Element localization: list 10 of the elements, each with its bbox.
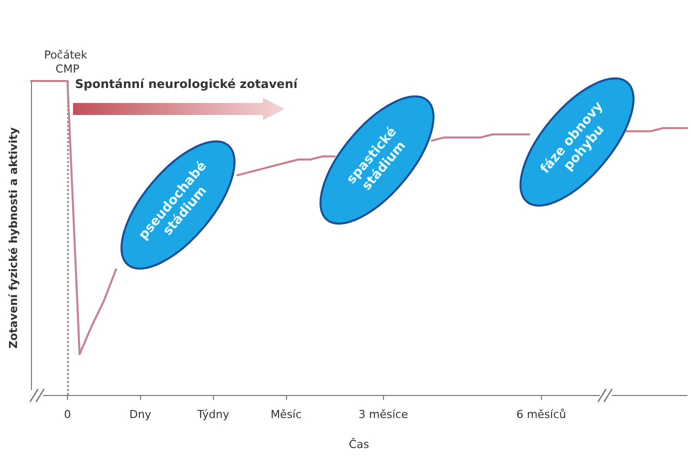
annotation: Spontánní neurologické zotavení <box>75 77 298 91</box>
ref-line-label: Počátek CMP <box>44 48 91 76</box>
x-tick-label: Dny <box>129 408 152 421</box>
x-tick-label: 3 měsíce <box>358 408 408 421</box>
x-tick-label: 0 <box>64 408 71 421</box>
x-tick-label: 6 měsíců <box>516 408 566 421</box>
x-tick-label: Týdny <box>196 408 230 421</box>
x-tick-label: Měsíc <box>270 408 302 421</box>
x-axis-title: Čas <box>348 437 370 451</box>
y-axis-title: Zotavení fyzické hybnosti a aktivity <box>7 127 20 349</box>
